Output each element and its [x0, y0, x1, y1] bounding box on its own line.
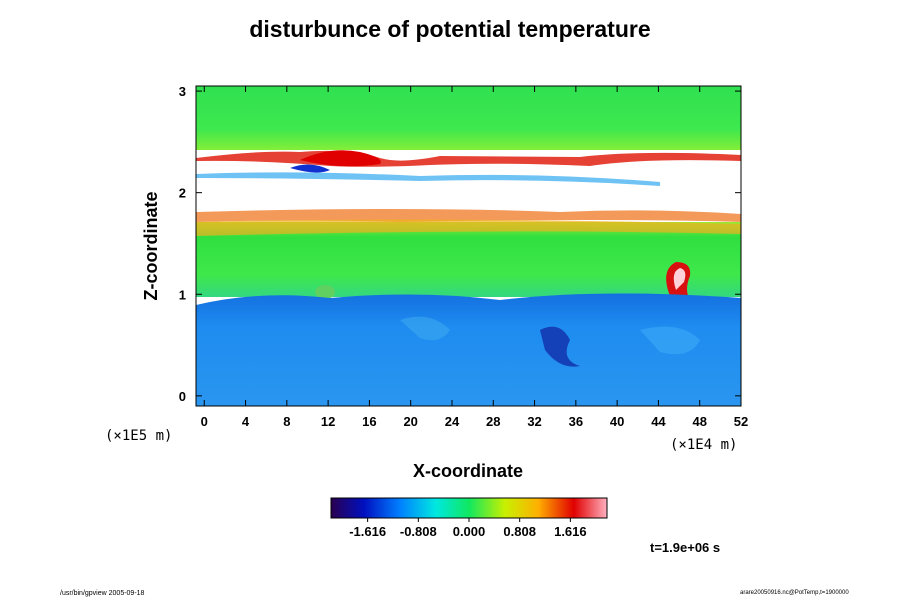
- x-tick-label: 4: [242, 414, 250, 429]
- y-tick-label: 2: [179, 186, 186, 201]
- heatmap-streak-orange: [196, 219, 741, 236]
- x-axis-title: X-coordinate: [413, 461, 523, 481]
- heatmap-blob-right-inner: [673, 268, 686, 290]
- x-tick-label: 12: [321, 414, 335, 429]
- heatmap-streak-blue: [290, 164, 330, 173]
- x-tick-label: 0: [201, 414, 208, 429]
- heatmap-region-upper-layer: [196, 86, 741, 158]
- chart-title: disturbunce of potential temperature: [249, 16, 651, 42]
- y-tick-label: 0: [179, 389, 186, 404]
- x-tick-label: 20: [403, 414, 417, 429]
- y-scale-note: (×1E5 m): [105, 428, 172, 444]
- heatmap-dark-swirl: [540, 326, 580, 367]
- x-tick-label: 16: [362, 414, 376, 429]
- heatmap-blob-left: [315, 285, 335, 299]
- x-scale-note: (×1E4 m): [670, 437, 737, 453]
- time-label: t=1.9e+06 s: [650, 540, 721, 555]
- x-tick-label: 8: [283, 414, 290, 429]
- colorbar-tick-label: 1.616: [554, 524, 587, 539]
- colorbar-tick-label: -1.616: [349, 524, 386, 539]
- y-axis-ticks: 0 1 2 3: [179, 84, 741, 404]
- heatmap-streak-red-plume: [300, 150, 381, 167]
- heatmap-swirl-right: [640, 326, 700, 355]
- heatmap-streak-mid: [196, 172, 660, 186]
- colorbar-ticks: -1.616 -0.808 0.000 0.808 1.616: [349, 518, 587, 539]
- colorbar-tick-label: 0.808: [503, 524, 536, 539]
- colorbar-tick-label: -0.808: [400, 524, 437, 539]
- y-tick-label: 1: [179, 287, 186, 302]
- plot-frame: [195, 85, 742, 407]
- heatmap-region-lower-layer: [196, 293, 741, 406]
- footer-right: arare20050916.nc@PotTemp,t=1900000: [740, 590, 849, 596]
- colorbar-tick-label: 0.000: [453, 524, 486, 539]
- heatmap-field: [196, 86, 741, 406]
- footer-left: /usr/bin/gpview 2005-09-18: [60, 590, 145, 597]
- heatmap-streak-bottom: [196, 209, 741, 222]
- x-tick-label: 44: [651, 414, 666, 429]
- x-tick-label: 36: [569, 414, 583, 429]
- x-tick-label: 32: [527, 414, 541, 429]
- colorbar: [330, 497, 608, 519]
- x-tick-label: 52: [734, 414, 748, 429]
- x-axis-ticks: 0 4 8 12 16 20 24 28 32 36 40 44 48 52: [201, 86, 748, 429]
- y-tick-label: 3: [179, 84, 186, 99]
- y-axis-title: Z-coordinate: [141, 191, 161, 300]
- x-tick-label: 40: [610, 414, 624, 429]
- heatmap-swirl: [400, 316, 450, 341]
- heatmap-region-middle-layer: [196, 222, 741, 297]
- x-tick-label: 48: [692, 414, 706, 429]
- x-tick-label: 24: [445, 414, 460, 429]
- x-tick-label: 28: [486, 414, 500, 429]
